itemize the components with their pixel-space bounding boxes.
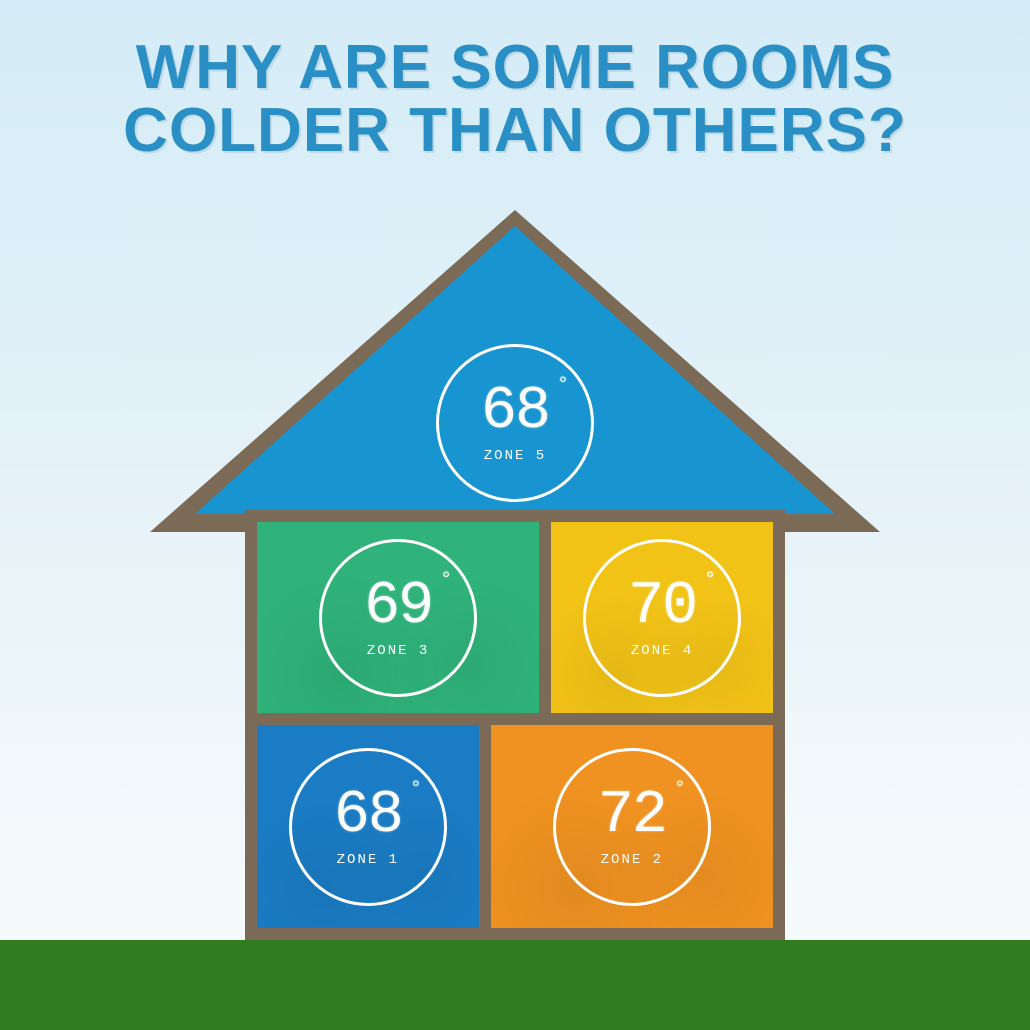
degree-icon: ° <box>410 780 420 800</box>
zone-1-temp-value: 68 <box>334 782 402 850</box>
room-upper-left: 69° ZONE 3 <box>257 522 551 713</box>
zone-attic: 68° ZONE 5 <box>436 344 594 502</box>
attic-room: 68° ZONE 5 <box>225 266 805 506</box>
house-body: 69° ZONE 3 70° ZONE 4 68° <box>245 510 785 940</box>
degree-icon: ° <box>440 571 450 591</box>
lower-floor: 68° ZONE 1 72° ZONE 2 <box>257 725 773 928</box>
zone-1-temp: 68° <box>334 786 402 846</box>
degree-icon: ° <box>557 376 567 396</box>
zone-3-temp-value: 69 <box>364 573 432 641</box>
zone-2-temp: 72° <box>598 786 666 846</box>
degree-icon: ° <box>704 571 714 591</box>
zone-4-label: ZONE 4 <box>631 643 693 659</box>
title-line-2: COLDER THAN OTHERS? <box>0 99 1030 162</box>
ground <box>0 940 1030 1030</box>
zone-3-label: ZONE 3 <box>367 643 429 659</box>
room-upper-right: 70° ZONE 4 <box>551 522 773 713</box>
room-lower-right: 72° ZONE 2 <box>491 725 773 928</box>
page-title: WHY ARE SOME ROOMS COLDER THAN OTHERS? <box>0 36 1030 162</box>
roof: 68° ZONE 5 <box>150 210 880 532</box>
zone-2-temp-value: 72 <box>598 782 666 850</box>
house: 68° ZONE 5 69° ZONE 3 70° <box>195 210 835 950</box>
degree-icon: ° <box>674 780 684 800</box>
zone-attic-temp-value: 68 <box>481 378 549 446</box>
upper-floor: 69° ZONE 3 70° ZONE 4 <box>257 522 773 725</box>
zone-2: 72° ZONE 2 <box>553 748 711 906</box>
zone-1: 68° ZONE 1 <box>289 748 447 906</box>
zone-4-temp-value: 70 <box>628 573 696 641</box>
zone-3-temp: 69° <box>364 577 432 637</box>
zone-2-label: ZONE 2 <box>601 852 663 868</box>
room-lower-left: 68° ZONE 1 <box>257 725 491 928</box>
zone-attic-temp: 68° <box>481 382 549 442</box>
zone-4: 70° ZONE 4 <box>583 539 741 697</box>
zone-1-label: ZONE 1 <box>337 852 399 868</box>
zone-attic-label: ZONE 5 <box>484 448 546 464</box>
zone-4-temp: 70° <box>628 577 696 637</box>
zone-3: 69° ZONE 3 <box>319 539 477 697</box>
title-line-1: WHY ARE SOME ROOMS <box>0 36 1030 99</box>
